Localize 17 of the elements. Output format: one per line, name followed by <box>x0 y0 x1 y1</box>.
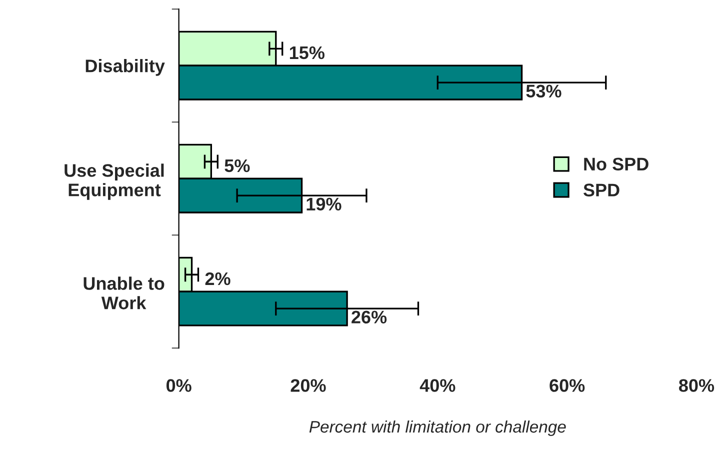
legend-label: SPD <box>583 184 620 196</box>
x-tick-label: 0% <box>166 379 192 392</box>
y-tick-label: Use Special Equipment <box>64 164 164 200</box>
y-tick-label: Unable to Work <box>84 276 164 310</box>
y-tick-label: Disability <box>86 59 165 76</box>
data-label: 19% <box>306 198 342 210</box>
x-tick-label: 20% <box>290 379 326 392</box>
data-label: 26% <box>352 310 387 324</box>
legend-label: No SPD <box>584 158 648 171</box>
data-label: 15% <box>290 46 324 60</box>
x-axis-title: Percent with limitation or challenge <box>309 420 566 436</box>
x-tick-label: 80% <box>678 379 714 392</box>
data-label: 53% <box>526 84 562 98</box>
x-tick-label: 40% <box>420 379 456 392</box>
data-label: 2% <box>205 272 230 286</box>
data-label: 5% <box>224 159 250 172</box>
x-tick-label: 60% <box>550 379 585 392</box>
